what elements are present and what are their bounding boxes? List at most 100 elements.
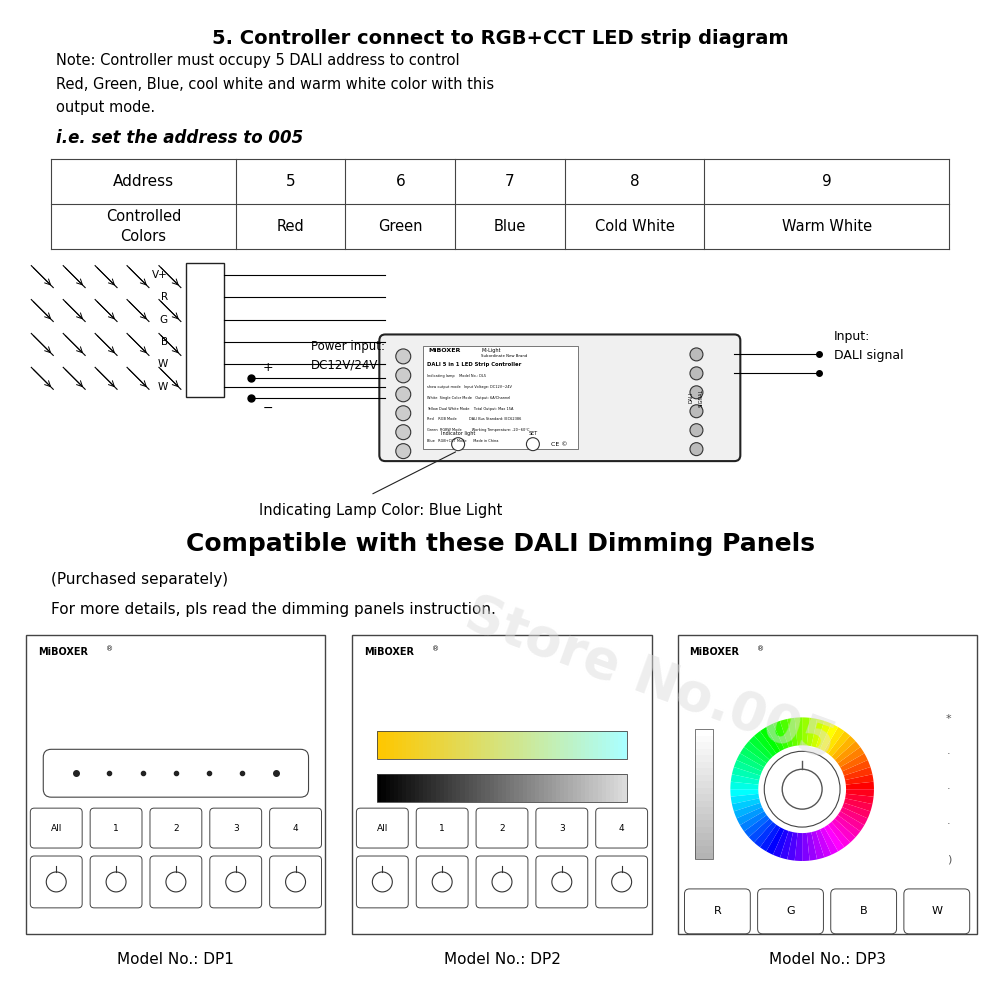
- FancyBboxPatch shape: [831, 889, 897, 934]
- Bar: [481, 731, 485, 759]
- Text: Blue   RGB+CCT Mode      Made in China: Blue RGB+CCT Mode Made in China: [427, 439, 499, 443]
- Circle shape: [396, 368, 411, 383]
- Wedge shape: [734, 760, 762, 776]
- Wedge shape: [835, 815, 860, 837]
- FancyBboxPatch shape: [186, 263, 224, 397]
- Bar: [415, 731, 419, 759]
- Bar: [695, 853, 713, 859]
- Bar: [419, 774, 423, 802]
- Bar: [606, 731, 610, 759]
- Bar: [552, 731, 556, 759]
- Text: Input:
DALI signal: Input: DALI signal: [834, 330, 904, 362]
- FancyBboxPatch shape: [684, 889, 750, 934]
- Bar: [485, 774, 490, 802]
- Text: Indicator light: Indicator light: [441, 431, 475, 436]
- Bar: [581, 774, 585, 802]
- Bar: [514, 774, 519, 802]
- FancyBboxPatch shape: [270, 808, 321, 848]
- Bar: [535, 774, 539, 802]
- Text: Model No.: DP2: Model No.: DP2: [444, 952, 560, 967]
- Bar: [695, 827, 713, 833]
- Wedge shape: [731, 774, 759, 785]
- Text: 2: 2: [173, 824, 179, 833]
- Bar: [535, 731, 539, 759]
- Text: 8: 8: [630, 174, 639, 189]
- Text: 5. Controller connect to RGB+CCT LED strip diagram: 5. Controller connect to RGB+CCT LED str…: [212, 29, 788, 48]
- Bar: [423, 346, 578, 449]
- Bar: [444, 731, 448, 759]
- Wedge shape: [737, 807, 764, 825]
- Bar: [695, 840, 713, 846]
- Text: Warm White: Warm White: [782, 219, 872, 234]
- Text: White  Single Color Mode   Output: 6A/Channel: White Single Color Mode Output: 6A/Chann…: [427, 396, 510, 400]
- Text: R: R: [714, 906, 721, 916]
- Wedge shape: [787, 718, 798, 746]
- Bar: [431, 774, 436, 802]
- Bar: [448, 774, 452, 802]
- Text: ®: ®: [432, 647, 439, 653]
- Wedge shape: [732, 767, 760, 780]
- Bar: [423, 774, 427, 802]
- Text: 3: 3: [233, 824, 239, 833]
- Bar: [610, 774, 614, 802]
- Wedge shape: [795, 833, 802, 861]
- Bar: [678, 635, 977, 934]
- Bar: [469, 731, 473, 759]
- Wedge shape: [811, 719, 824, 747]
- Bar: [695, 775, 713, 781]
- Bar: [406, 731, 411, 759]
- Text: Store No.005: Store No.005: [458, 588, 842, 771]
- Bar: [581, 731, 585, 759]
- Circle shape: [690, 367, 703, 380]
- Bar: [695, 788, 713, 794]
- Wedge shape: [846, 789, 874, 797]
- Bar: [381, 731, 386, 759]
- Bar: [560, 774, 564, 802]
- Bar: [531, 731, 535, 759]
- Wedge shape: [795, 717, 802, 746]
- Bar: [377, 774, 381, 802]
- Bar: [406, 774, 411, 802]
- Bar: [448, 731, 452, 759]
- Bar: [473, 774, 477, 802]
- Text: Model No.: DP1: Model No.: DP1: [117, 952, 234, 967]
- Text: MiBOXER: MiBOXER: [38, 647, 88, 657]
- Bar: [531, 774, 535, 802]
- Bar: [419, 731, 423, 759]
- FancyBboxPatch shape: [270, 856, 321, 908]
- Text: MiBOXER: MiBOXER: [428, 348, 461, 353]
- Bar: [523, 774, 527, 802]
- Bar: [564, 731, 568, 759]
- Text: Blue: Blue: [494, 219, 526, 234]
- Bar: [548, 774, 552, 802]
- Circle shape: [396, 387, 411, 402]
- Bar: [544, 774, 548, 802]
- Wedge shape: [828, 731, 850, 757]
- Bar: [564, 774, 568, 802]
- Text: All: All: [377, 824, 388, 833]
- Bar: [352, 635, 652, 934]
- Circle shape: [526, 438, 539, 451]
- Wedge shape: [754, 731, 776, 757]
- Bar: [695, 820, 713, 827]
- Bar: [560, 731, 564, 759]
- Text: 7: 7: [505, 174, 515, 189]
- Bar: [573, 731, 577, 759]
- Bar: [427, 731, 431, 759]
- Bar: [456, 774, 460, 802]
- FancyBboxPatch shape: [416, 856, 468, 908]
- Wedge shape: [731, 794, 759, 804]
- Wedge shape: [744, 741, 770, 763]
- Bar: [585, 731, 589, 759]
- Circle shape: [396, 406, 411, 421]
- Bar: [402, 774, 406, 802]
- Bar: [510, 774, 514, 802]
- Bar: [381, 774, 386, 802]
- Bar: [523, 731, 527, 759]
- Text: +: +: [263, 361, 273, 374]
- Text: i.e. set the address to 005: i.e. set the address to 005: [56, 129, 303, 147]
- Bar: [394, 774, 398, 802]
- Bar: [568, 774, 573, 802]
- Bar: [618, 731, 622, 759]
- Wedge shape: [844, 798, 872, 811]
